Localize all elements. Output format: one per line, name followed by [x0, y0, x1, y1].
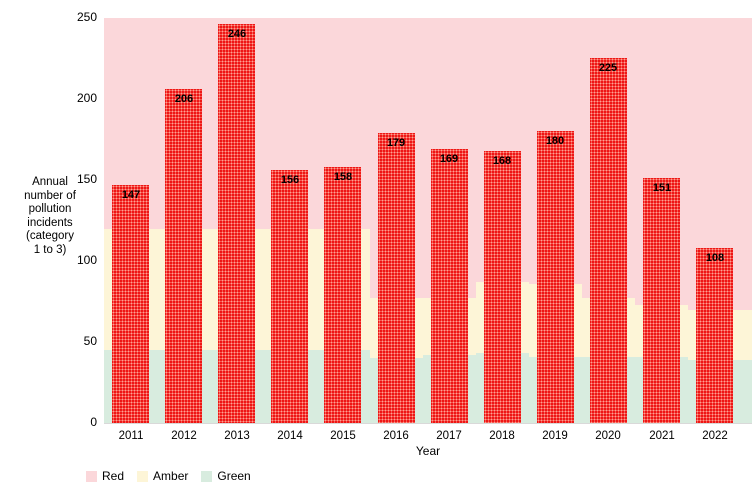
bar [484, 151, 521, 423]
bar [431, 149, 468, 423]
x-tick-label: 2011 [118, 430, 144, 442]
x-tick-label: 2015 [330, 430, 356, 442]
legend-item: Green [201, 469, 251, 483]
bar-value-label: 179 [386, 137, 406, 149]
y-tick-label: 200 [76, 91, 97, 105]
legend-swatch [201, 470, 213, 482]
bar-value-label: 108 [705, 252, 725, 264]
x-tick-label: 2012 [171, 430, 197, 442]
legend: Red Amber Green [86, 469, 251, 483]
x-tick-label: 2017 [436, 430, 462, 442]
bar [165, 89, 202, 423]
bar [378, 133, 415, 423]
x-axis-title: Year [415, 444, 441, 458]
y-tick-label: 250 [76, 10, 97, 24]
legend-swatch [137, 470, 149, 482]
x-tick-label: 2014 [277, 430, 303, 442]
bar [112, 185, 149, 423]
bar-value-label: 168 [492, 155, 512, 167]
legend-item: Amber [137, 469, 188, 483]
bar-value-label: 147 [121, 189, 141, 201]
bar-value-label: 206 [174, 93, 194, 105]
bar [643, 178, 680, 423]
plot-area: 147 206 246 156 158 179 169 168 180 225 151 108 [104, 18, 752, 423]
legend-label: Green [217, 469, 251, 483]
bar-value-label: 180 [545, 135, 565, 147]
bar [324, 167, 361, 423]
bar-value-label: 156 [280, 174, 300, 186]
x-tick-label: 2020 [595, 430, 621, 442]
legend-label: Red [102, 469, 125, 483]
bar [271, 170, 308, 423]
legend-swatch [86, 470, 97, 482]
bar [696, 248, 733, 423]
x-tick-label: 2022 [702, 430, 728, 442]
x-axis-line [104, 423, 752, 424]
y-axis-title: Annual number of pollution incidents (ca… [24, 176, 76, 256]
x-tick-label: 2013 [224, 430, 250, 442]
y-tick-label: 0 [90, 415, 97, 429]
bar-value-label: 158 [333, 171, 353, 183]
x-tick-label: 2019 [542, 430, 568, 442]
bar [590, 58, 627, 423]
y-tick-label: 150 [76, 172, 97, 186]
legend-item: Red [86, 469, 124, 483]
x-tick-label: 2021 [649, 430, 675, 442]
x-tick-label: 2016 [383, 430, 409, 442]
y-tick-label: 50 [83, 334, 97, 348]
bar-value-label: 151 [652, 182, 672, 194]
bar-value-label: 169 [439, 153, 459, 165]
y-tick-label: 100 [76, 253, 97, 267]
bar-value-label: 225 [598, 62, 618, 74]
bar-value-label: 246 [227, 28, 247, 40]
bar [537, 131, 574, 423]
bar [218, 24, 255, 423]
legend-label: Amber [153, 469, 189, 483]
x-tick-label: 2018 [489, 430, 515, 442]
